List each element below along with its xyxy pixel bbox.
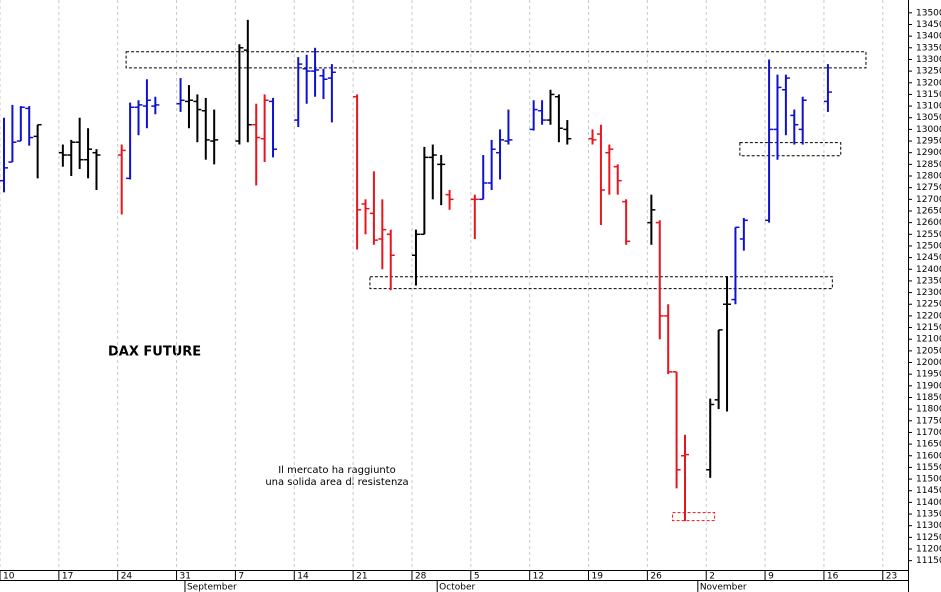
- y-tick-label: 12800: [916, 172, 941, 182]
- y-tick-label: 13200: [916, 78, 941, 88]
- y-tick-label: 11350: [916, 510, 941, 520]
- y-tick-label: 12600: [916, 218, 941, 228]
- y-tick-label: 12950: [916, 137, 941, 147]
- y-tick-label: 12000: [916, 358, 941, 368]
- x-tick-label: 9: [768, 572, 774, 582]
- y-tick-label: 12250: [916, 300, 941, 310]
- x-tick-label: 24: [121, 572, 133, 582]
- annotation: una solida area di resistenza: [265, 477, 408, 488]
- month-label: November: [700, 583, 747, 592]
- y-tick-label: 12750: [916, 183, 941, 193]
- zone: [672, 512, 716, 522]
- y-tick-label: 11550: [916, 463, 941, 473]
- y-tick-label: 13500: [916, 8, 941, 18]
- y-tick-label: 11250: [916, 533, 941, 543]
- y-tick-label: 13400: [916, 32, 941, 42]
- y-tick-label: 11150: [916, 556, 941, 566]
- x-tick-label: 7: [238, 572, 244, 582]
- zone: [369, 276, 833, 290]
- x-tick-label: 16: [827, 572, 839, 582]
- y-tick-label: 13350: [916, 43, 941, 53]
- y-tick-label: 13000: [916, 125, 941, 135]
- y-tick-label: 11600: [916, 451, 941, 461]
- x-tick-label: 23: [886, 572, 897, 582]
- x-tick-label: 10: [3, 572, 15, 582]
- y-tick-label: 12700: [916, 195, 941, 205]
- y-tick-label: 11950: [916, 370, 941, 380]
- y-tick-label: 11900: [916, 381, 941, 391]
- x-tick-label: 17: [62, 572, 73, 582]
- y-tick-label: 12550: [916, 230, 941, 240]
- y-tick-label: 13100: [916, 102, 941, 112]
- y-tick-label: 11800: [916, 405, 941, 415]
- y-tick-label: 13050: [916, 113, 941, 123]
- y-tick-label: 11500: [916, 475, 941, 485]
- y-tick-label: 13150: [916, 90, 941, 100]
- month-label: September: [187, 583, 237, 592]
- y-tick-label: 13250: [916, 67, 941, 77]
- x-tick-label: 26: [650, 572, 662, 582]
- y-tick-label: 11750: [916, 416, 941, 426]
- y-tick-label: 12650: [916, 206, 941, 216]
- y-tick-label: 12300: [916, 288, 941, 298]
- y-tick-label: 12200: [916, 311, 941, 321]
- y-tick-label: 13450: [916, 20, 941, 30]
- y-tick-label: 12900: [916, 148, 941, 158]
- annotation: Il mercato ha raggiunto: [278, 465, 396, 476]
- month-label: October: [439, 583, 475, 592]
- chart-title: DAX FUTURE: [108, 345, 201, 360]
- y-tick-label: 11400: [916, 498, 941, 508]
- x-tick-label: 12: [533, 572, 544, 582]
- x-tick-label: 31: [180, 572, 191, 582]
- y-tick-label: 13300: [916, 55, 941, 65]
- y-tick-label: 11200: [916, 545, 941, 555]
- x-tick-label: 2: [709, 572, 715, 582]
- y-tick-label: 11650: [916, 440, 941, 450]
- y-tick-label: 12350: [916, 276, 941, 286]
- x-tick-label: 5: [474, 572, 480, 582]
- x-tick-label: 28: [415, 572, 427, 582]
- x-tick-label: 19: [592, 572, 604, 582]
- y-tick-label: 11700: [916, 428, 941, 438]
- y-tick-label: 12150: [916, 323, 941, 333]
- y-tick-label: 12850: [916, 160, 941, 170]
- y-tick-label: 11300: [916, 521, 941, 531]
- zone: [739, 142, 842, 157]
- y-tick-label: 11850: [916, 393, 941, 403]
- x-tick-label: 21: [356, 572, 367, 582]
- y-tick-label: 12500: [916, 241, 941, 251]
- y-tick-label: 12050: [916, 346, 941, 356]
- zone: [125, 51, 867, 69]
- y-tick-label: 12100: [916, 335, 941, 345]
- y-tick-label: 12450: [916, 253, 941, 263]
- y-tick-label: 12400: [916, 265, 941, 275]
- x-tick-label: 14: [297, 572, 309, 582]
- y-tick-label: 11450: [916, 486, 941, 496]
